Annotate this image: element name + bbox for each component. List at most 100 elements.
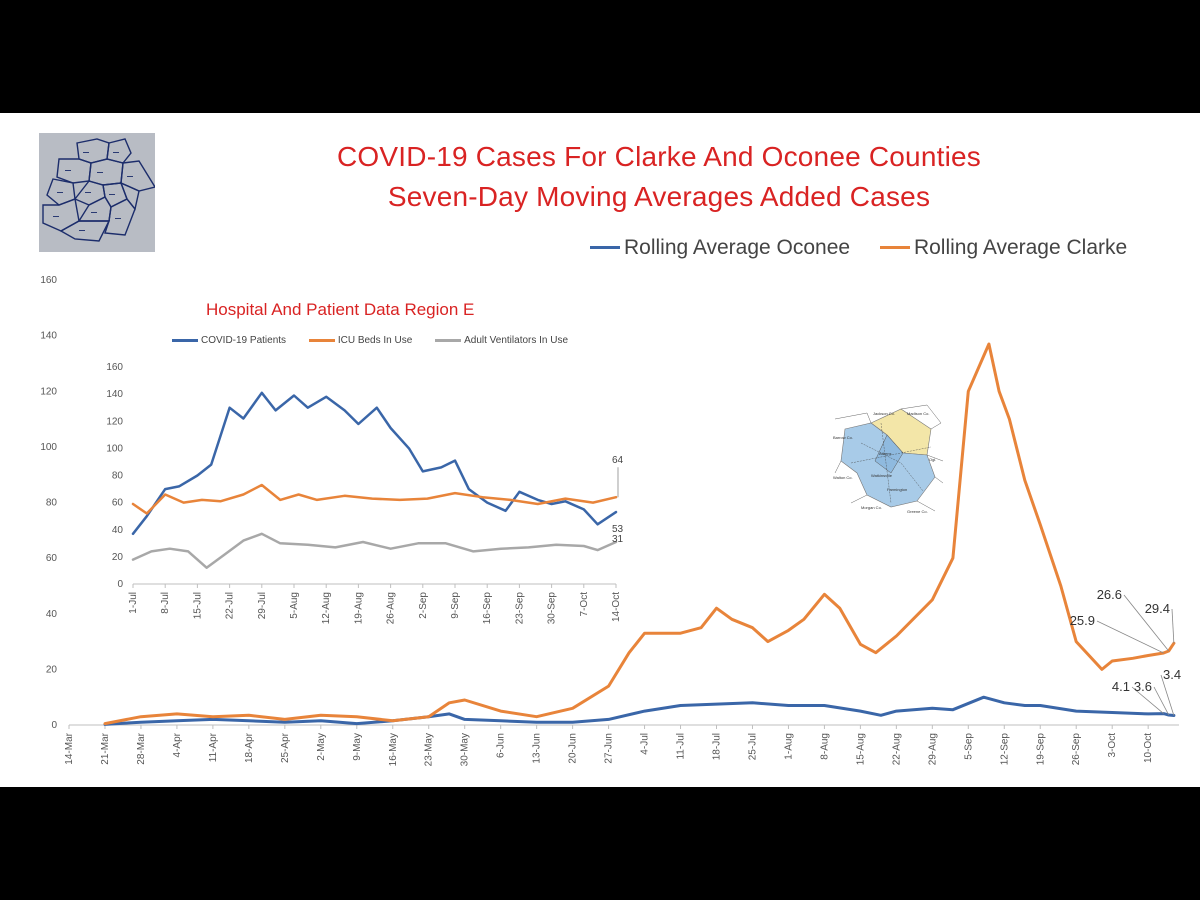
x-tick-label: 16-Sep bbox=[482, 592, 493, 625]
inset-legend-item-icu: ICU Beds In Use bbox=[308, 335, 413, 346]
y-tick-label: 0 bbox=[51, 720, 57, 731]
x-tick-label: 1-Aug bbox=[783, 733, 794, 760]
x-tick-label: 15-Jul bbox=[192, 592, 203, 619]
y-tick-label: 120 bbox=[106, 416, 123, 427]
svg-text:▬▬: ▬▬ bbox=[85, 190, 91, 194]
series-line-rolling-average-oconee bbox=[103, 695, 1176, 726]
svg-text:▬▬: ▬▬ bbox=[91, 210, 97, 214]
inset-legend-item-ventilators: Adult Ventilators In Use bbox=[435, 335, 568, 346]
svg-text:Morgan Co.: Morgan Co. bbox=[861, 505, 882, 510]
x-tick-label: 29-Jul bbox=[257, 592, 268, 619]
y-tick-label: 60 bbox=[46, 553, 58, 564]
svg-text:Athens: Athens bbox=[879, 451, 891, 456]
x-tick-label: 1-Jul bbox=[128, 592, 139, 614]
inset-legend-label-icu: ICU Beds In Use bbox=[337, 335, 413, 346]
x-tick-label: 5-Sep bbox=[963, 733, 974, 760]
x-tick-label: 11-Apr bbox=[208, 732, 219, 762]
svg-text:▬▬: ▬▬ bbox=[115, 216, 121, 220]
data-label: 25.9 bbox=[1070, 613, 1095, 628]
annotation-leader bbox=[1131, 686, 1164, 714]
x-tick-label: 18-Jul bbox=[712, 733, 723, 760]
legend-item-oconee: Rolling Average Oconee bbox=[590, 236, 850, 260]
slide: ▬▬ ▬▬ ▬▬ ▬▬ ▬▬ ▬▬ ▬▬ ▬▬ ▬▬ ▬▬ ▬▬ ▬▬ Jackson Co. M… bbox=[0, 113, 1200, 787]
y-tick-label: 0 bbox=[117, 579, 123, 590]
svg-text:▬▬: ▬▬ bbox=[113, 150, 119, 154]
legend-swatch-oconee bbox=[590, 246, 620, 249]
inset-legend-item-patients: COVID-19 Patients bbox=[172, 335, 286, 346]
svg-text:▬▬: ▬▬ bbox=[79, 228, 85, 232]
svg-text:Barrow Co.: Barrow Co. bbox=[833, 435, 853, 440]
x-tick-label: 9-Sep bbox=[450, 592, 461, 619]
data-label: 29.4 bbox=[1145, 601, 1170, 616]
x-tick-label: 16-May bbox=[388, 733, 399, 766]
data-label: 26.6 bbox=[1097, 587, 1122, 602]
svg-text:▬▬: ▬▬ bbox=[83, 150, 89, 154]
y-tick-label: 40 bbox=[112, 525, 124, 536]
x-tick-label: 7-Oct bbox=[579, 592, 590, 617]
svg-text:▬▬: ▬▬ bbox=[97, 170, 103, 174]
y-tick-label: 140 bbox=[106, 389, 123, 400]
series-line-covid-19-patients bbox=[131, 391, 618, 536]
x-tick-label: 19-Aug bbox=[353, 592, 364, 624]
x-tick-label: 8-Jul bbox=[160, 592, 171, 614]
x-tick-label: 11-Jul bbox=[676, 733, 687, 760]
data-label: 3.6 bbox=[1134, 679, 1152, 694]
x-tick-label: 21-Mar bbox=[100, 732, 111, 764]
y-tick-label: 100 bbox=[40, 442, 57, 453]
x-tick-label: 4-Jul bbox=[640, 733, 651, 755]
x-tick-label: 13-Jun bbox=[532, 733, 543, 764]
annotation-leader bbox=[1171, 608, 1175, 644]
x-tick-label: 25-Jul bbox=[747, 733, 758, 760]
inset-chart-legend: COVID-19 Patients ICU Beds In Use Adult … bbox=[172, 334, 588, 346]
data-label: 4.1 bbox=[1112, 679, 1130, 694]
svg-text:Madison Co.: Madison Co. bbox=[907, 411, 929, 416]
x-tick-label: 15-Aug bbox=[855, 733, 866, 765]
legend-item-clarke: Rolling Average Clarke bbox=[879, 235, 1128, 260]
x-tick-label: 18-Apr bbox=[244, 732, 255, 763]
x-tick-label: 23-May bbox=[424, 733, 435, 766]
y-tick-label: 40 bbox=[46, 609, 58, 620]
svg-text:Watkinsville: Watkinsville bbox=[871, 473, 893, 478]
x-tick-label: 14-Oct bbox=[611, 592, 622, 622]
region-map-image: ▬▬ ▬▬ ▬▬ ▬▬ ▬▬ ▬▬ ▬▬ ▬▬ ▬▬ ▬▬ ▬▬ ▬▬ bbox=[39, 133, 155, 252]
svg-text:▬▬: ▬▬ bbox=[109, 192, 115, 196]
series-line-rolling-average-clarke bbox=[103, 342, 1176, 726]
x-tick-label: 22-Jul bbox=[225, 592, 236, 619]
svg-text:▬▬: ▬▬ bbox=[127, 174, 133, 178]
data-label: 3.4 bbox=[1163, 667, 1181, 682]
inset-chart-title: Hospital And Patient Data Region E bbox=[206, 300, 475, 319]
x-tick-label: 30-May bbox=[460, 733, 471, 766]
legend-swatch-clarke bbox=[879, 246, 910, 249]
annotation-leader bbox=[1123, 594, 1170, 652]
x-tick-label: 29-Aug bbox=[927, 733, 938, 765]
data-label: 64 bbox=[612, 455, 624, 466]
y-tick-label: 160 bbox=[40, 275, 57, 286]
svg-text:▬▬: ▬▬ bbox=[53, 214, 59, 218]
x-tick-label: 20-Jun bbox=[568, 733, 579, 764]
x-tick-label: 26-Sep bbox=[1071, 733, 1082, 766]
x-tick-label: 12-Sep bbox=[999, 733, 1010, 766]
x-tick-label: 12-Aug bbox=[321, 592, 332, 624]
svg-text:Greene Co.: Greene Co. bbox=[907, 509, 928, 514]
x-tick-label: 6-Jun bbox=[496, 733, 507, 758]
svg-text:▬▬: ▬▬ bbox=[65, 168, 71, 172]
y-tick-label: 120 bbox=[40, 386, 57, 397]
data-label: 53 bbox=[612, 524, 624, 535]
svg-text:Jackson Co.: Jackson Co. bbox=[873, 411, 895, 416]
y-tick-label: 80 bbox=[112, 471, 124, 482]
x-tick-label: 28-Mar bbox=[136, 732, 147, 764]
data-label: 31 bbox=[612, 534, 624, 545]
y-tick-label: 20 bbox=[112, 552, 124, 563]
y-tick-label: 160 bbox=[106, 362, 123, 373]
chart-title-line-1: COVID-19 Cases For Clarke And Oconee Cou… bbox=[337, 141, 981, 172]
svg-text:▬▬: ▬▬ bbox=[57, 190, 63, 194]
x-tick-label: 2-May bbox=[316, 733, 327, 761]
x-tick-label: 10-Oct bbox=[1143, 733, 1154, 763]
annotation-leader bbox=[1096, 620, 1164, 654]
x-tick-label: 23-Sep bbox=[514, 592, 525, 625]
x-tick-label: 5-Aug bbox=[289, 592, 300, 619]
y-tick-label: 100 bbox=[106, 443, 123, 454]
inset-chart: 0 20 40 60 80 100 120 140 160 1-Jul 8-Jul 15-Jul 22-… bbox=[106, 362, 624, 625]
legend-label-clarke: Rolling Average Clarke bbox=[913, 235, 1128, 259]
x-tick-label: 25-Apr bbox=[280, 732, 291, 763]
